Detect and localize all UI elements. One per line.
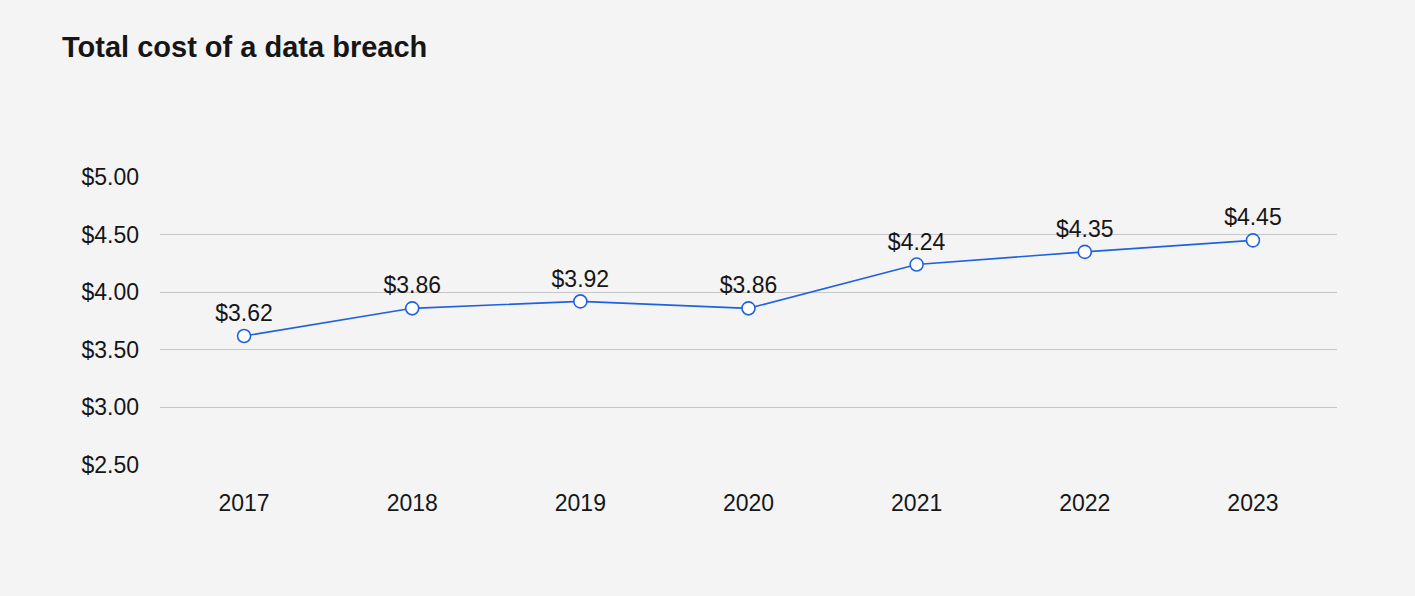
svg-text:$3.92: $3.92	[552, 266, 610, 292]
svg-text:Total cost of a data breach: Total cost of a data breach	[62, 31, 427, 63]
svg-text:$2.50: $2.50	[81, 452, 139, 478]
svg-text:$4.00: $4.00	[81, 279, 139, 305]
svg-text:2017: 2017	[218, 490, 269, 516]
svg-text:2021: 2021	[891, 490, 942, 516]
svg-text:$5.00: $5.00	[81, 164, 139, 190]
svg-text:$3.86: $3.86	[720, 272, 778, 298]
svg-text:2023: 2023	[1227, 490, 1278, 516]
svg-text:$4.35: $4.35	[1056, 216, 1114, 242]
svg-text:$3.62: $3.62	[215, 300, 273, 326]
svg-text:$3.00: $3.00	[81, 394, 139, 420]
svg-text:$4.45: $4.45	[1224, 204, 1282, 230]
svg-text:2018: 2018	[387, 490, 438, 516]
svg-text:2019: 2019	[555, 490, 606, 516]
svg-text:2020: 2020	[723, 490, 774, 516]
svg-text:$4.50: $4.50	[81, 222, 139, 248]
svg-text:2022: 2022	[1059, 490, 1110, 516]
svg-text:$3.86: $3.86	[383, 272, 441, 298]
svg-text:$4.24: $4.24	[888, 229, 946, 255]
svg-text:$3.50: $3.50	[81, 337, 139, 363]
